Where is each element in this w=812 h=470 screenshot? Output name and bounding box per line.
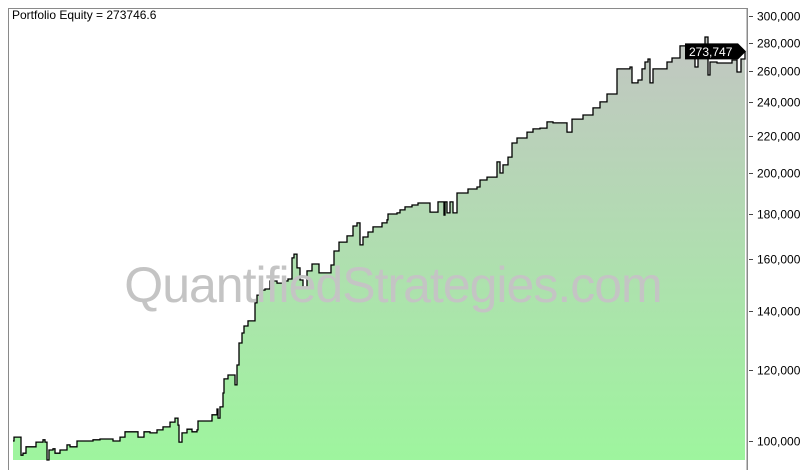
y-tick-label: 180,000: [757, 208, 801, 222]
y-tick-label: 260,000: [757, 65, 801, 79]
y-axis: 100,000 120,000 140,000 160,000 180,000 200,0…: [747, 8, 801, 470]
y-tick-label: 300,000: [757, 10, 801, 24]
y-tick-label: 160,000: [757, 253, 801, 267]
equity-area-fill: [13, 37, 745, 460]
y-tick-label: 100,000: [757, 435, 801, 449]
y-tick-label: 140,000: [757, 305, 801, 319]
y-tick-label: 200,000: [757, 167, 801, 181]
last-value-tag: 273,747: [685, 43, 746, 60]
last-value-label: 273,747: [689, 45, 733, 59]
y-tick-label: 120,000: [757, 364, 801, 378]
last-value-tag-bg: [685, 43, 746, 60]
y-tick-label: 220,000: [757, 130, 801, 144]
equity-line: [13, 36, 746, 461]
y-tick-label: 240,000: [757, 96, 801, 110]
chart-title: Portfolio Equity = 273746.6: [12, 8, 157, 22]
y-tick-label: 280,000: [757, 37, 801, 51]
